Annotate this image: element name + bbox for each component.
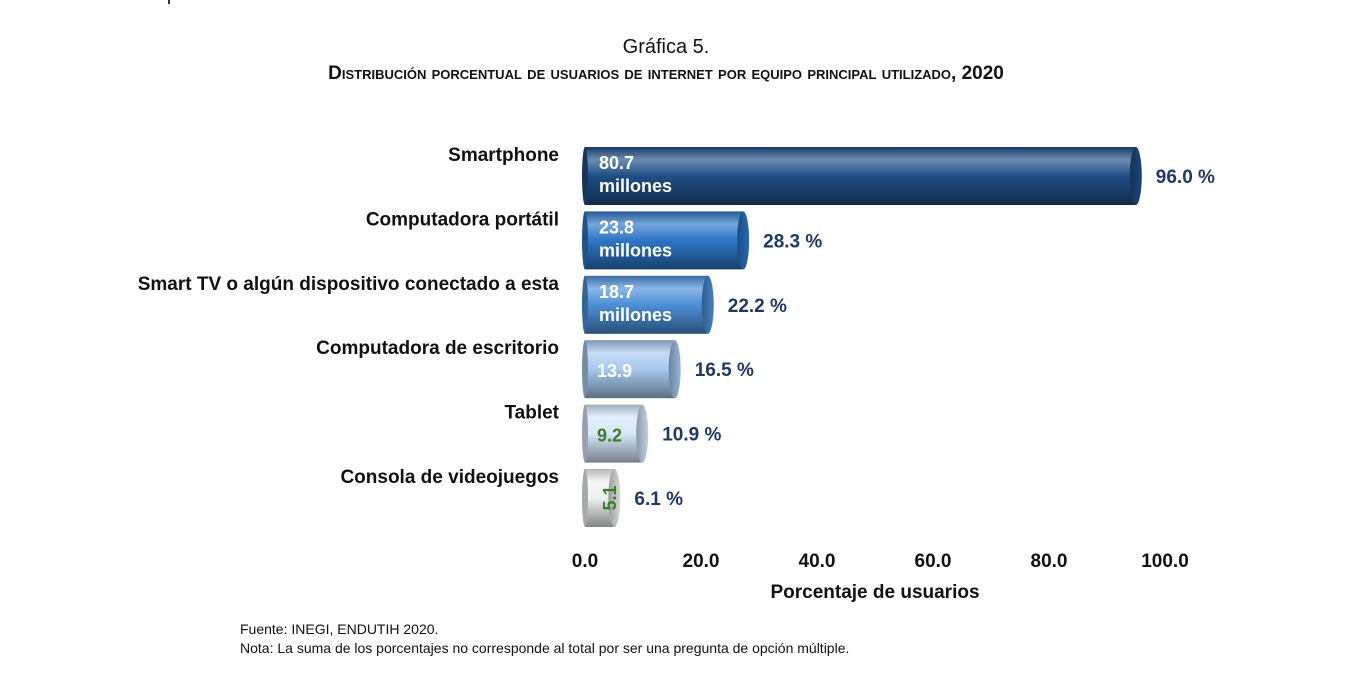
- users-label: millones: [599, 305, 672, 325]
- users-label: 23.8: [599, 217, 634, 237]
- users-label: 80.7: [599, 153, 634, 173]
- users-label: millones: [599, 176, 672, 196]
- x-tick-label: 20.0: [683, 551, 720, 572]
- bar-base: [582, 404, 588, 463]
- users-label: millones: [599, 240, 672, 260]
- value-label: 6.1 %: [634, 489, 683, 510]
- x-axis-title: Porcentaje de usuarios: [770, 582, 979, 603]
- bar-cap: [701, 275, 714, 334]
- value-label: 28.3 %: [763, 231, 822, 252]
- value-label: 16.5 %: [695, 360, 754, 381]
- value-label: 22.2 %: [728, 296, 787, 317]
- category-label: Smartphone: [448, 145, 559, 166]
- chart-number: Gráfica 5.: [622, 36, 710, 58]
- category-label: Consola de videojuegos: [340, 467, 559, 488]
- bar: [585, 404, 643, 463]
- x-tick-label: 80.0: [1031, 551, 1068, 572]
- bar-base: [582, 469, 588, 527]
- bar: [585, 211, 744, 270]
- bar-cap: [668, 340, 681, 399]
- bar: [585, 147, 1136, 205]
- bar-base: [582, 340, 588, 399]
- users-label: 5.1: [600, 485, 620, 510]
- value-label: 10.9 %: [662, 425, 721, 446]
- category-label: Computadora portátil: [366, 209, 559, 230]
- x-tick-label: 60.0: [915, 551, 952, 572]
- footnotes: Fuente: INEGI, ENDUTIH 2020. Nota: La su…: [240, 620, 849, 658]
- users-label: 9.2: [597, 426, 622, 446]
- multiple-choice-note: Nota: La suma de los porcentajes no corr…: [240, 640, 850, 656]
- bar: [585, 340, 675, 399]
- bar-base: [582, 211, 588, 270]
- bar-cap: [636, 404, 649, 463]
- x-tick-label: 100.0: [1141, 551, 1189, 572]
- category-label: Tablet: [504, 403, 559, 424]
- chart-title: Distribución porcentual de usuarios de i…: [328, 63, 1004, 84]
- users-label: 13.9: [597, 361, 632, 381]
- category-label: Computadora de escritorio: [316, 338, 559, 359]
- bar-base: [582, 147, 588, 205]
- bar-cap: [737, 211, 750, 270]
- bar: [585, 275, 708, 334]
- x-tick-label: 40.0: [799, 551, 836, 572]
- users-label: 18.7: [599, 282, 634, 302]
- value-label: 96.0 %: [1156, 167, 1215, 188]
- bar-cap: [1129, 147, 1142, 205]
- page-edge-mark: [168, 0, 170, 4]
- bar-cap: [608, 469, 621, 527]
- x-tick-label: 0.0: [572, 551, 598, 572]
- category-label: Smart TV o algún dispositivo conectado a…: [138, 274, 560, 295]
- source-note: Fuente: INEGI, ENDUTIH 2020.: [240, 621, 439, 637]
- bar-base: [582, 275, 588, 334]
